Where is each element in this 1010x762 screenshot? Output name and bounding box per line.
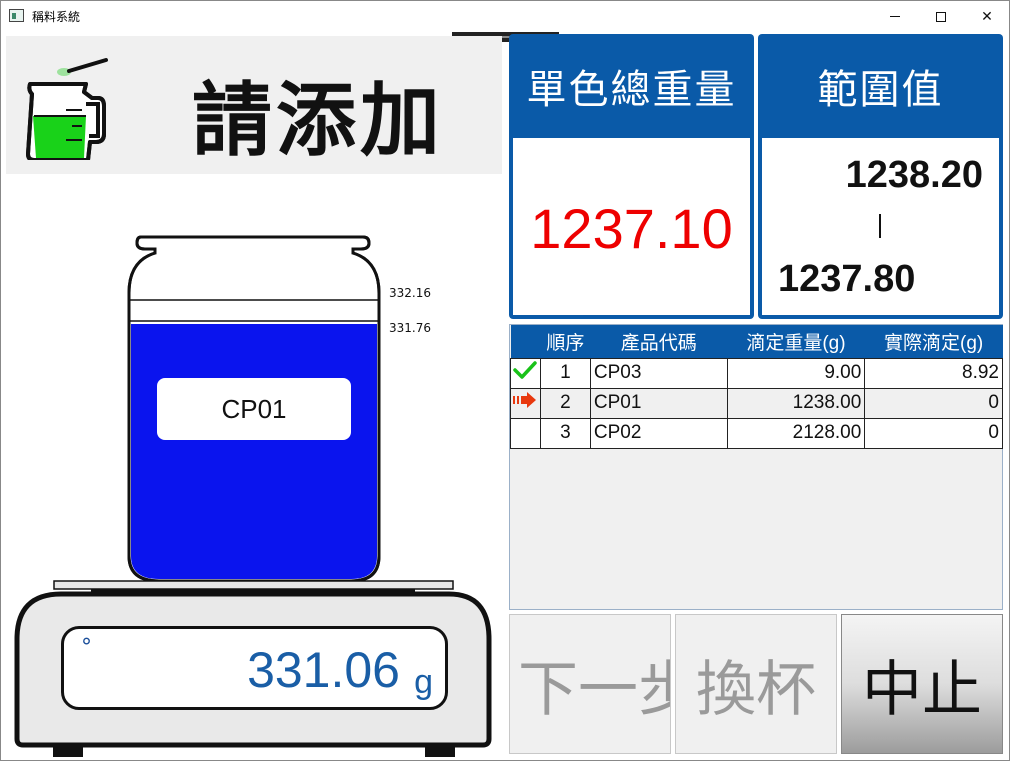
- maximize-icon: [936, 11, 946, 22]
- row-target: 2128.00: [726, 417, 866, 449]
- close-button[interactable]: ✕: [964, 1, 1010, 32]
- next-step-button[interactable]: 下一步: [509, 614, 671, 754]
- ingredient-table[interactable]: 順序 產品代碼 滴定重量(g) 實際滴定(g) 1 CP03 9.00 8.92: [509, 324, 1003, 610]
- upper-mark-label: 332.16: [389, 286, 431, 300]
- total-weight-value: 1237.10: [530, 197, 733, 260]
- maximize-button[interactable]: [918, 1, 964, 32]
- table-row[interactable]: 3 CP02 2128.00 0: [510, 417, 1003, 449]
- range-title: 範圍值: [817, 67, 944, 113]
- table-row[interactable]: 2 CP01 1238.00 0: [510, 387, 1003, 419]
- total-weight-panel: 單色總重量 1237.10: [509, 34, 754, 319]
- range-separator: [879, 214, 881, 238]
- close-icon: ✕: [981, 8, 993, 25]
- arrow-icon: [510, 387, 541, 419]
- table-row[interactable]: 1 CP03 9.00 8.92: [510, 357, 1003, 389]
- total-weight-title: 單色總重量: [526, 67, 737, 113]
- stop-button[interactable]: 中止: [841, 614, 1003, 754]
- window-title: 稱料系統: [32, 10, 81, 24]
- row-status-empty: [510, 417, 541, 449]
- swap-cup-button[interactable]: 換杯: [675, 614, 837, 754]
- scale-unit: g: [414, 663, 433, 701]
- row-code: CP03: [589, 357, 728, 389]
- header-order: 順序: [546, 332, 585, 354]
- header-code: 產品代碼: [620, 332, 697, 354]
- row-actual: 0: [864, 387, 1003, 419]
- check-icon: [510, 357, 541, 389]
- header-actual: 實際滴定(g): [884, 332, 984, 354]
- title-bar: 稱料系統 ✕: [1, 1, 1009, 32]
- range-high-value: 1238.20: [845, 154, 983, 196]
- next-step-label: 下一步: [518, 654, 670, 725]
- swap-cup-label: 換杯: [696, 654, 816, 725]
- jar-fill: [131, 324, 377, 579]
- row-actual: 8.92: [864, 357, 1003, 389]
- lower-mark-label: 331.76: [389, 321, 431, 335]
- table-header-row: 順序 產品代碼 滴定重量(g) 實際滴定(g): [510, 325, 1003, 358]
- stop-label: 中止: [862, 654, 982, 725]
- beaker-icon: [26, 58, 108, 160]
- minimize-icon: [890, 16, 900, 17]
- prompt-text: 請添加: [192, 74, 444, 167]
- drag-handle[interactable]: [452, 32, 559, 42]
- row-code: CP01: [589, 387, 728, 419]
- header-status: [511, 325, 541, 358]
- header-target: 滴定重量(g): [746, 332, 846, 354]
- prompt-panel: 請添加: [6, 36, 502, 174]
- minimize-button[interactable]: [872, 1, 918, 32]
- row-target: 1238.00: [726, 387, 866, 419]
- range-panel: 範圍值 1238.20 1237.80: [758, 34, 1003, 319]
- jar-label: CP01: [157, 378, 351, 440]
- range-body: 1238.20 1237.80: [762, 138, 999, 315]
- row-target: 9.00: [726, 357, 866, 389]
- row-order: 3: [539, 417, 591, 449]
- scale-display: ° 331.06 g: [61, 626, 448, 710]
- row-code: CP02: [589, 417, 728, 449]
- scale-indicator: °: [81, 635, 92, 660]
- scale-weight-value: 331.06: [247, 642, 400, 698]
- range-low-value: 1237.80: [778, 258, 916, 300]
- row-order: 1: [539, 357, 591, 389]
- total-weight-body: 1237.10: [513, 138, 750, 315]
- app-icon: [9, 9, 24, 22]
- row-actual: 0: [864, 417, 1003, 449]
- row-order: 2: [539, 387, 591, 419]
